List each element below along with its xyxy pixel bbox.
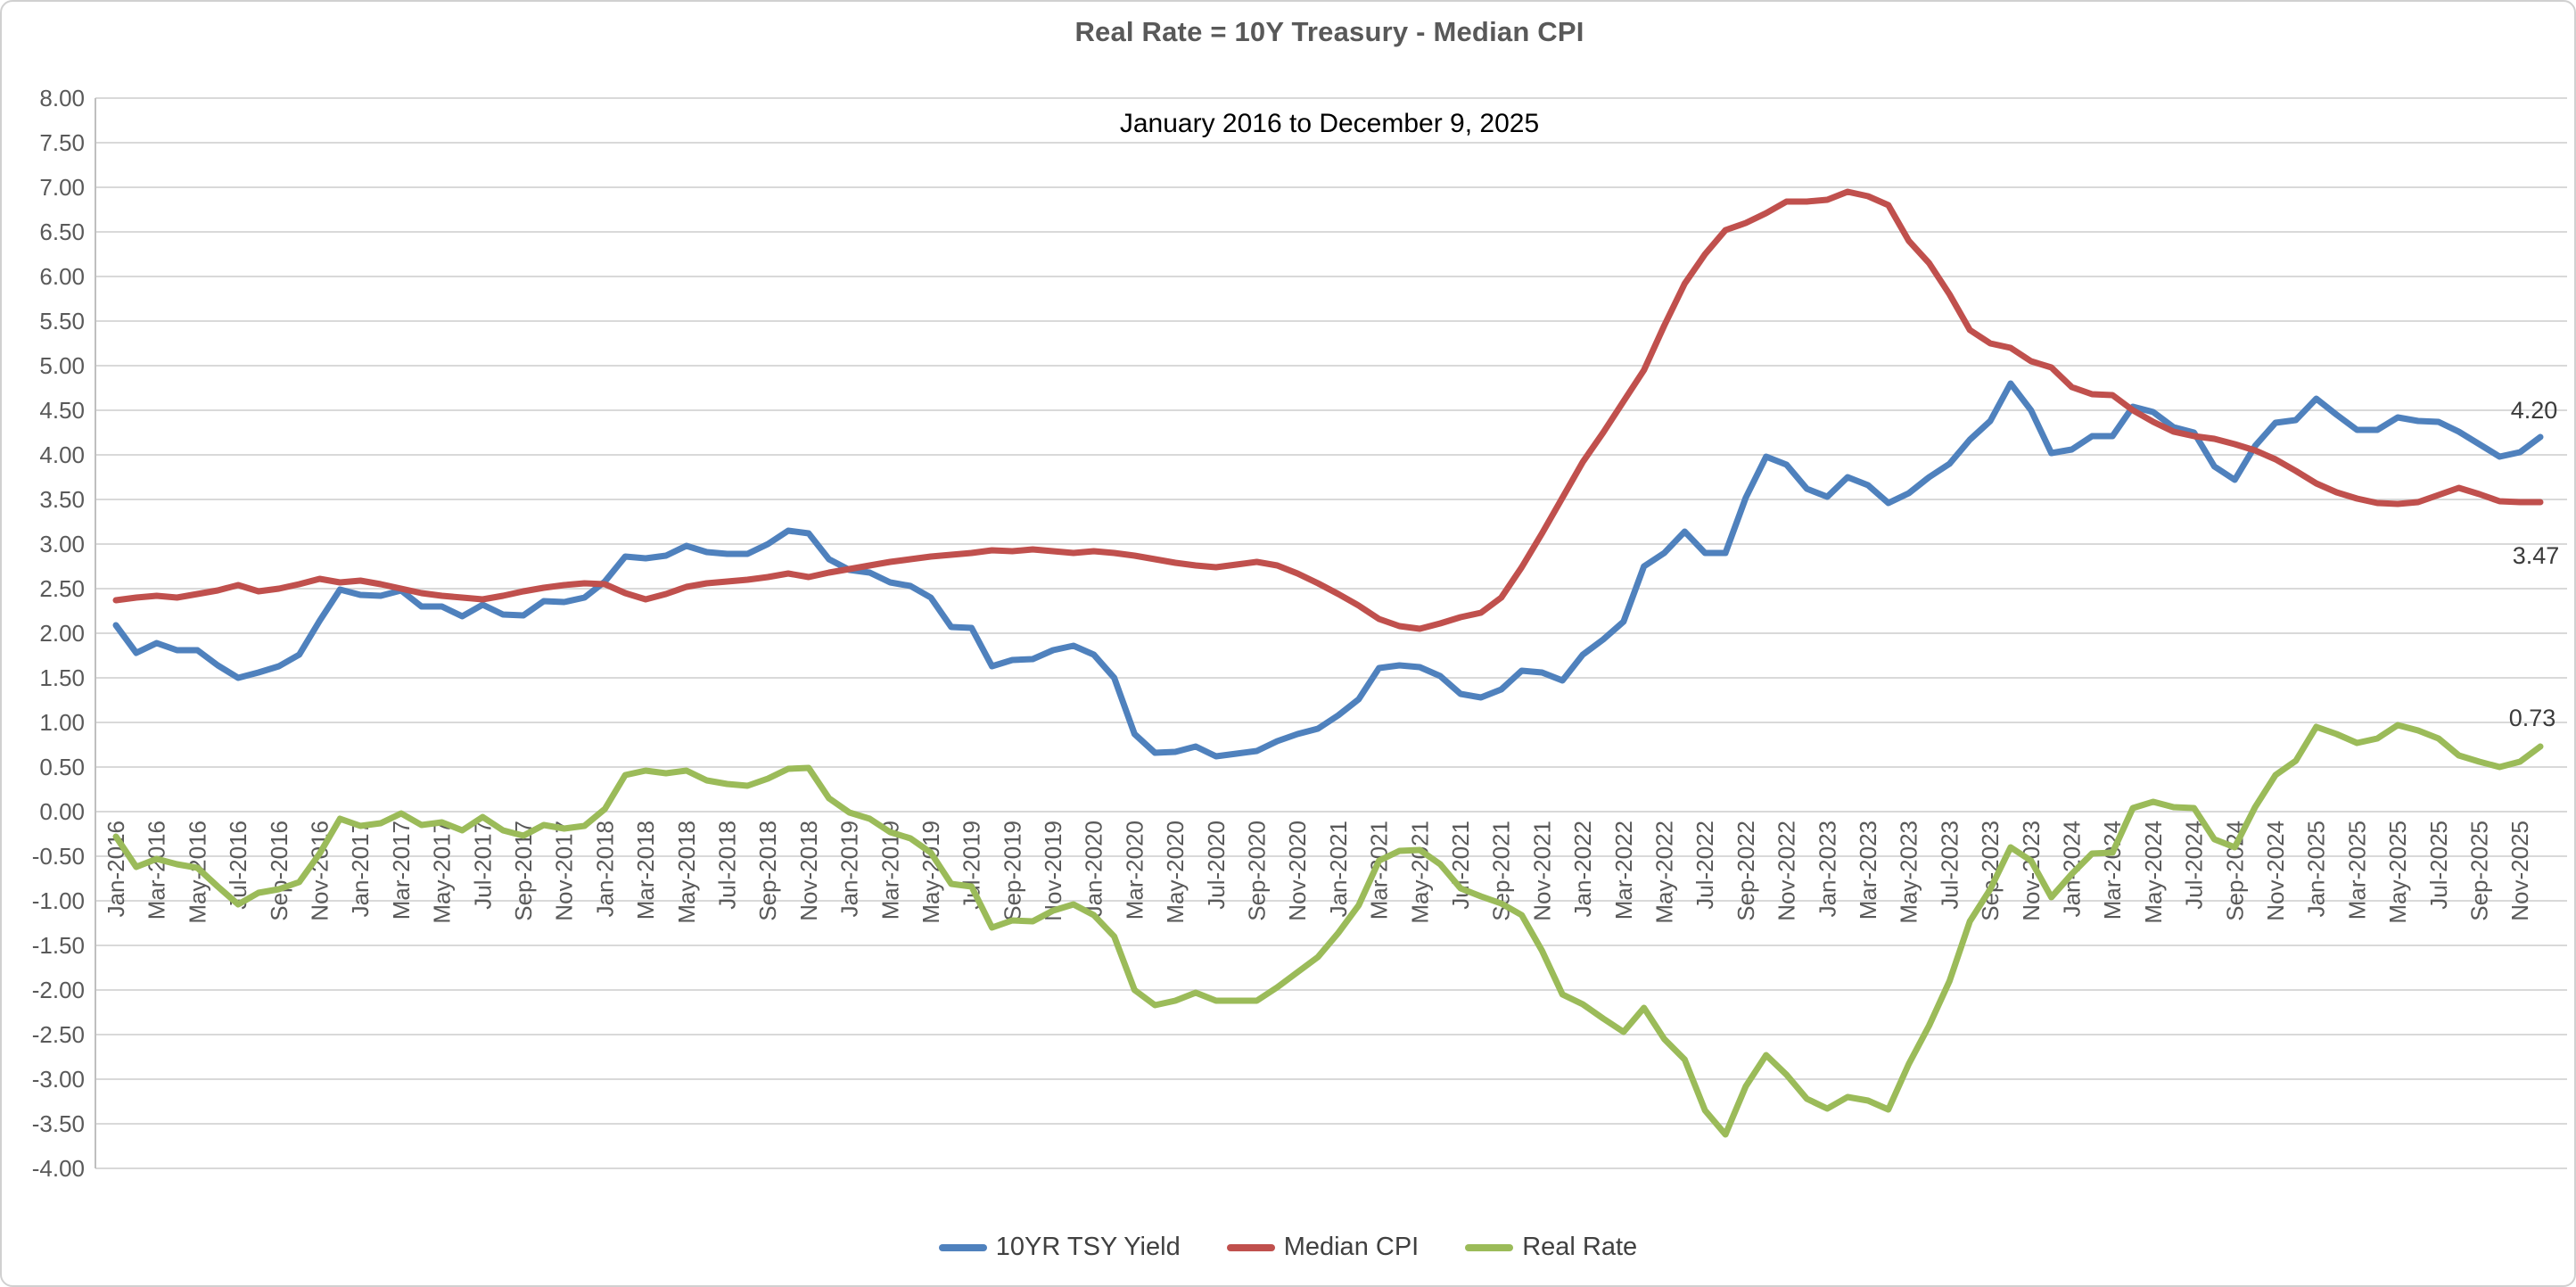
- x-axis-tick-label: Mar-2016: [144, 821, 170, 920]
- x-axis-tick-label: Nov-2017: [551, 821, 578, 921]
- legend-item-10yr-tsy-yield: 10YR TSY Yield: [938, 1233, 1181, 1262]
- x-axis-tick-label: Nov-2023: [2018, 821, 2045, 921]
- x-axis-tick-label: Jan-2020: [1081, 821, 1107, 917]
- x-axis-tick-label: Mar-2022: [1610, 821, 1637, 920]
- x-axis-tick-label: Nov-2018: [795, 821, 822, 921]
- y-axis-tick-label: -2.00: [32, 977, 85, 1003]
- x-axis-tick-label: Nov-2021: [1528, 821, 1555, 921]
- x-axis-tick-label: Nov-2024: [2262, 821, 2289, 921]
- legend-label: 10YR TSY Yield: [995, 1233, 1181, 1261]
- legend-swatch-median-cpi: [1226, 1243, 1275, 1251]
- x-axis-tick-label: Sep-2018: [754, 821, 781, 921]
- series-line-real-rate: [112, 722, 2544, 1138]
- x-axis-tick-label: Jul-2023: [1936, 821, 1963, 910]
- legend-label: Median CPI: [1283, 1233, 1420, 1261]
- y-axis-tick-label: 1.00: [39, 709, 85, 736]
- y-axis-tick-label: 0.50: [39, 754, 85, 780]
- x-axis-tick-label: Jul-2018: [713, 821, 740, 910]
- x-axis-tick-label: May-2021: [1406, 821, 1433, 924]
- x-axis-tick-label: Nov-2022: [1774, 821, 1800, 921]
- x-axis-tick-label: Sep-2019: [999, 821, 1025, 921]
- y-axis-tick-label: -1.50: [32, 932, 85, 959]
- y-axis-tick-label: 1.50: [39, 664, 85, 691]
- x-axis-tick-label: Nov-2025: [2506, 821, 2533, 921]
- x-axis-tick-label: Sep-2016: [266, 821, 292, 921]
- x-axis-tick-label: Jul-2020: [1203, 821, 1230, 910]
- y-axis-tick-label: 2.00: [39, 620, 85, 647]
- y-axis-tick-label: 3.00: [39, 531, 85, 557]
- chart-title: Real Rate = 10Y Treasury - Median CPI: [1074, 16, 1584, 47]
- x-axis-tick-label: Sep-2024: [2221, 821, 2248, 921]
- legend-item-median-cpi: Median CPI: [1226, 1233, 1420, 1262]
- x-axis-tick-label: Mar-2018: [632, 821, 659, 920]
- y-axis-tick-label: -3.00: [32, 1066, 85, 1093]
- x-axis-tick-label: May-2019: [918, 821, 944, 924]
- y-axis-tick-label: -3.50: [32, 1110, 85, 1137]
- x-axis-tick-label: May-2016: [184, 821, 210, 924]
- x-axis-tick-label: May-2017: [429, 821, 456, 924]
- y-axis-tick-label: -0.50: [32, 843, 85, 870]
- end-value-label: 4.20: [2511, 397, 2558, 424]
- legend-swatch-10yr-tsy-yield: [938, 1243, 987, 1251]
- y-axis-tick-label: 5.50: [39, 308, 85, 334]
- x-axis-tick-label: Jan-2022: [1569, 821, 1596, 917]
- y-axis-tick-label: 6.00: [39, 263, 85, 290]
- y-axis-tick-label: 5.00: [39, 352, 85, 379]
- series-line-10yr-tsy-yield: [112, 380, 2544, 760]
- x-axis-tick-label: Mar-2020: [1121, 821, 1148, 920]
- y-axis-tick-label: 7.00: [39, 174, 85, 201]
- y-axis-tick-label: 4.00: [39, 441, 85, 468]
- x-axis-tick-label: Jan-2023: [1814, 821, 1840, 917]
- x-axis-tick-label: Jan-2017: [347, 821, 374, 917]
- x-axis-tick-label: Sep-2022: [1732, 821, 1759, 921]
- x-axis-tick-label: Jul-2025: [2425, 821, 2452, 910]
- y-axis-tick-label: 4.50: [39, 397, 85, 424]
- x-axis-tick-label: Mar-2023: [1855, 821, 1881, 920]
- legend-item-real-rate: Real Rate: [1465, 1233, 1637, 1262]
- x-axis-tick-label: May-2024: [2140, 821, 2167, 924]
- x-axis-tick-label: Sep-2025: [2465, 821, 2492, 921]
- x-axis-tick-label: Mar-2017: [388, 821, 415, 920]
- y-axis-tick-label: -4.00: [32, 1155, 85, 1182]
- legend-swatch-real-rate: [1465, 1243, 1514, 1251]
- x-axis-tick-label: Jan-2018: [591, 821, 618, 917]
- x-axis-tick-label: May-2023: [1896, 821, 1922, 924]
- x-axis-tick-label: Mar-2021: [1366, 821, 1393, 920]
- y-axis-tick-label: 2.50: [39, 575, 85, 602]
- series-line-median-cpi: [112, 188, 2544, 632]
- chart-subtitle: January 2016 to December 9, 2025: [1119, 109, 1540, 138]
- y-axis-tick-label: 0.00: [39, 798, 85, 825]
- x-axis-tick-label: Jan-2025: [2303, 821, 2330, 917]
- x-axis-tick-label: May-2022: [1651, 821, 1678, 924]
- x-axis-tick-label: Nov-2019: [1040, 821, 1066, 921]
- y-axis-tick-label: -2.50: [32, 1021, 85, 1048]
- end-value-label: 0.73: [2509, 705, 2556, 731]
- x-axis-tick-label: May-2025: [2384, 821, 2411, 924]
- x-axis-tick-label: Jan-2019: [836, 821, 863, 917]
- y-axis-tick-label: 8.00: [39, 85, 85, 111]
- x-axis-tick-label: Jul-2017: [469, 821, 496, 910]
- x-axis-tick-label: Jul-2022: [1691, 821, 1718, 910]
- y-axis-tick-label: 7.50: [39, 129, 85, 156]
- y-axis-tick-label: -1.00: [32, 887, 85, 914]
- x-axis-tick-label: Jul-2024: [2181, 821, 2208, 910]
- legend-label: Real Rate: [1522, 1233, 1638, 1261]
- x-axis-tick-label: Sep-2020: [1244, 821, 1271, 921]
- y-axis-tick-label: 3.50: [39, 486, 85, 513]
- x-axis-tick-label: Jul-2019: [959, 821, 985, 910]
- chart-legend: 10YR TSY Yield Median CPI Real Rate: [2, 1233, 2574, 1262]
- x-axis-tick-label: Mar-2025: [2343, 821, 2370, 920]
- x-axis-tick-label: May-2020: [1162, 821, 1189, 924]
- x-axis-tick-label: Jul-2021: [1447, 821, 1474, 910]
- end-value-label: 3.47: [2513, 542, 2560, 569]
- x-axis-tick-label: Nov-2020: [1284, 821, 1311, 921]
- x-axis-tick-label: Jan-2021: [1325, 821, 1352, 917]
- y-axis-tick-label: 6.50: [39, 219, 85, 245]
- x-axis-tick-label: May-2018: [673, 821, 700, 924]
